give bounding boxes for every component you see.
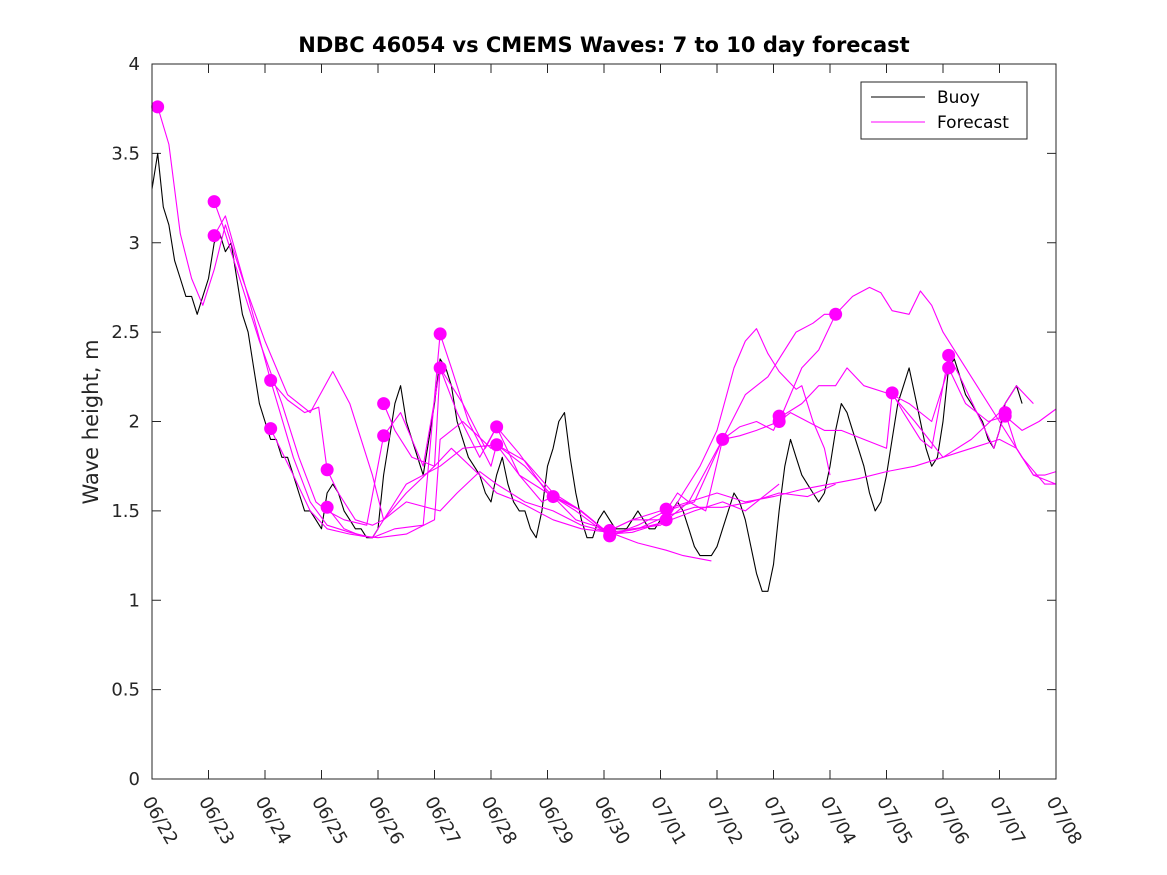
forecast-start-marker: [659, 513, 673, 527]
buoy-series-line: [151, 152, 1023, 592]
forecast-start-marker: [546, 490, 560, 504]
forecast-start-marker: [942, 348, 956, 362]
legend: Buoy Forecast: [860, 81, 1028, 140]
y-tick-label: 2.5: [111, 322, 140, 343]
y-tick-label: 0.5: [111, 680, 140, 701]
y-tick-label: 3: [129, 233, 140, 254]
forecast-start-marker: [433, 361, 447, 375]
forecast-start-marker: [264, 373, 278, 387]
forecast-start-marker: [603, 529, 617, 543]
forecast-start-marker: [490, 438, 504, 452]
y-tick-label: 1.5: [111, 501, 140, 522]
forecast-start-marker: [885, 386, 899, 400]
forecast-start-marker: [377, 397, 391, 411]
forecast-series-line-11: [609, 438, 1057, 531]
forecast-start-marker: [998, 409, 1012, 423]
forecast-start-marker: [264, 422, 278, 436]
forecast-start-marker: [942, 361, 956, 375]
forecast-start-marker: [433, 327, 447, 341]
chart-title: NDBC 46054 vs CMEMS Waves: 7 to 10 day f…: [298, 33, 909, 57]
legend-box: [860, 81, 1028, 140]
y-tick-label: 3.5: [111, 143, 140, 164]
forecast-start-marker: [151, 100, 165, 114]
axes-frame: [151, 63, 1057, 780]
legend-label-forecast: Forecast: [937, 113, 1009, 133]
forecast-start-marker: [829, 307, 843, 321]
forecast-start-marker: [207, 229, 221, 243]
plot-area-border: [151, 63, 1057, 780]
y-tick-label: 0: [129, 769, 140, 790]
forecast-start-marker: [659, 502, 673, 516]
y-axis-label: Wave height, m: [79, 339, 103, 504]
forecast-start-marker: [490, 420, 504, 434]
y-tick-label: 1: [129, 590, 140, 611]
forecast-series-line-7: [326, 367, 1034, 539]
forecast-start-marker: [320, 500, 334, 514]
y-tick-label: 4: [129, 54, 140, 75]
forecast-start-marker: [207, 195, 221, 209]
forecast-start-marker: [716, 432, 730, 446]
markers-layer: [151, 100, 1012, 543]
forecast-series-line-1: [157, 106, 712, 562]
forecast-start-marker: [772, 415, 786, 428]
y-tick-label: 2: [129, 412, 140, 433]
forecast-start-marker: [377, 429, 391, 443]
legend-label-buoy: Buoy: [937, 88, 980, 108]
forecast-series-line-9: [778, 367, 1057, 449]
forecast-start-marker: [320, 463, 334, 477]
